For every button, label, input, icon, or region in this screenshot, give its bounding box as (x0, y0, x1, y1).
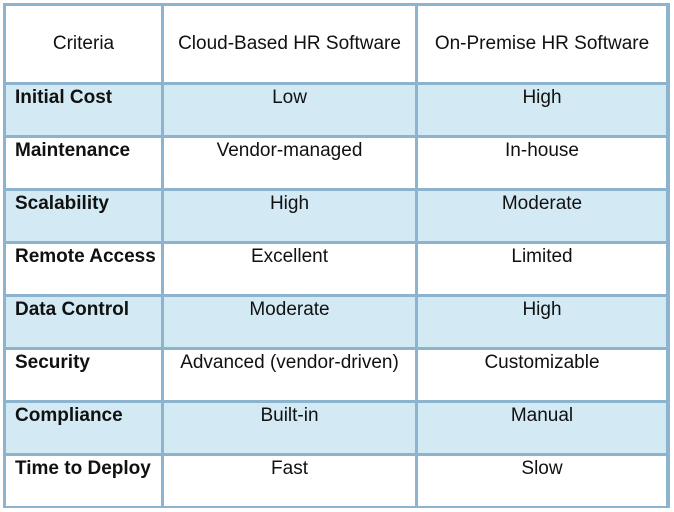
table-row: Time to Deploy Fast Slow (6, 456, 666, 506)
row-criteria: Remote Access (6, 244, 161, 294)
row-cloud-value: Vendor-managed (164, 138, 415, 188)
row-onprem-value: High (418, 85, 666, 135)
row-cloud-value: Moderate (164, 297, 415, 347)
row-onprem-value: Limited (418, 244, 666, 294)
row-cloud-value: High (164, 191, 415, 241)
table-row: Scalability High Moderate (6, 191, 666, 241)
row-criteria: Time to Deploy (6, 456, 161, 506)
table-row: Remote Access Excellent Limited (6, 244, 666, 294)
table-row: Initial Cost Low High (6, 85, 666, 135)
row-criteria: Security (6, 350, 161, 400)
row-cloud-value: Excellent (164, 244, 415, 294)
row-criteria: Initial Cost (6, 85, 161, 135)
table-row: Data Control Moderate High (6, 297, 666, 347)
table-row: Security Advanced (vendor-driven) Custom… (6, 350, 666, 400)
comparison-table: Criteria Cloud-Based HR Software On-Prem… (3, 3, 669, 509)
row-cloud-value: Built-in (164, 403, 415, 453)
header-criteria: Criteria (6, 6, 161, 82)
row-onprem-value: Manual (418, 403, 666, 453)
row-onprem-value: In-house (418, 138, 666, 188)
row-onprem-value: High (418, 297, 666, 347)
row-criteria: Scalability (6, 191, 161, 241)
header-cloud: Cloud-Based HR Software (164, 6, 415, 82)
table-header-row: Criteria Cloud-Based HR Software On-Prem… (6, 6, 666, 82)
row-onprem-value: Customizable (418, 350, 666, 400)
row-criteria: Compliance (6, 403, 161, 453)
row-onprem-value: Slow (418, 456, 666, 506)
row-cloud-value: Low (164, 85, 415, 135)
row-cloud-value: Advanced (vendor-driven) (164, 350, 415, 400)
comparison-table-frame: Criteria Cloud-Based HR Software On-Prem… (3, 3, 670, 508)
table-row: Maintenance Vendor-managed In-house (6, 138, 666, 188)
row-criteria: Maintenance (6, 138, 161, 188)
row-cloud-value: Fast (164, 456, 415, 506)
row-onprem-value: Moderate (418, 191, 666, 241)
row-criteria: Data Control (6, 297, 161, 347)
header-onprem: On-Premise HR Software (418, 6, 666, 82)
table-row: Compliance Built-in Manual (6, 403, 666, 453)
